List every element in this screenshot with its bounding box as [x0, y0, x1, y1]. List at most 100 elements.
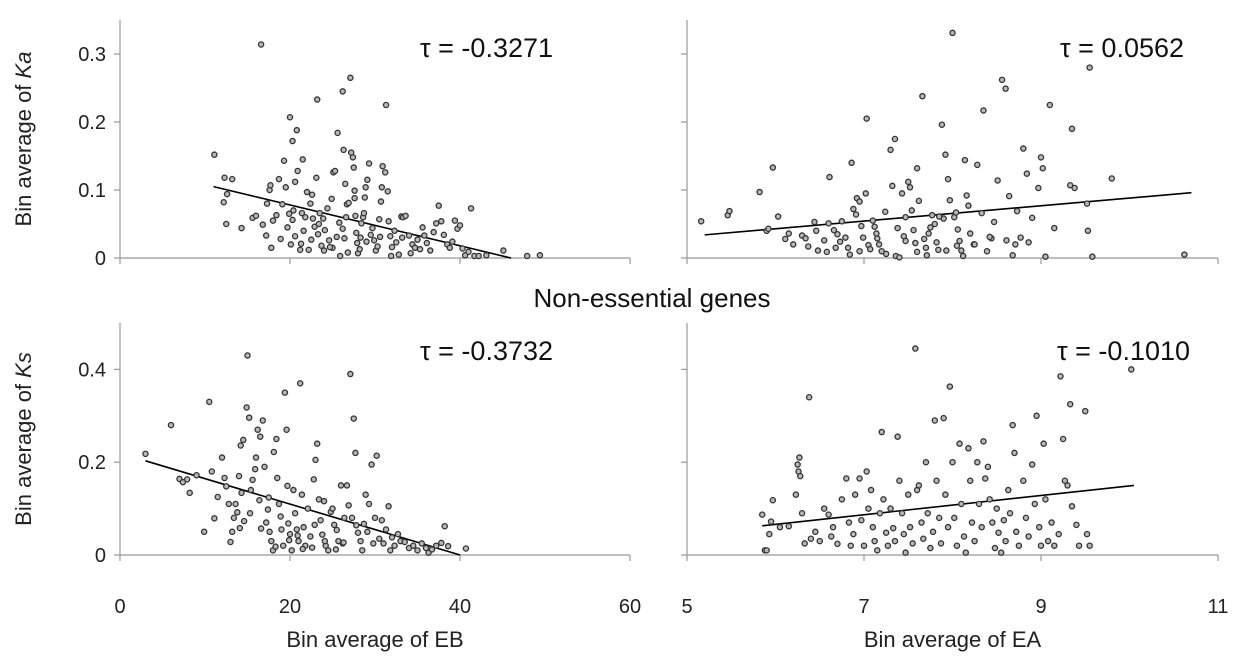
data-point — [438, 218, 445, 225]
data-point — [300, 227, 307, 235]
data-point — [804, 243, 812, 250]
data-point — [1017, 234, 1024, 241]
data-point — [380, 540, 387, 547]
data-point — [354, 529, 362, 536]
data-point — [345, 199, 352, 207]
y-tick-label: 0.1 — [78, 180, 106, 202]
data-point — [218, 454, 226, 461]
data-point — [763, 547, 770, 554]
data-point — [349, 154, 357, 161]
data-point — [405, 232, 413, 239]
data-point — [252, 454, 260, 461]
data-point — [834, 540, 841, 548]
data-point — [451, 217, 459, 224]
y-axis-title-variable: Ks — [11, 352, 36, 378]
data-point — [933, 239, 940, 246]
data-point — [369, 224, 376, 232]
data-point — [273, 435, 280, 443]
data-point — [894, 433, 901, 440]
data-point — [374, 243, 381, 250]
data-point — [269, 217, 277, 224]
data-point — [336, 219, 343, 226]
data-point — [860, 542, 868, 549]
data-point — [1083, 200, 1091, 207]
data-point — [836, 238, 844, 245]
data-point — [444, 542, 452, 550]
data-point — [918, 519, 925, 526]
data-point — [357, 234, 364, 241]
data-point — [432, 220, 440, 227]
data-point — [342, 213, 350, 221]
data-point — [906, 184, 914, 191]
data-point — [981, 475, 989, 482]
data-point — [421, 232, 428, 239]
data-point — [913, 164, 921, 172]
data-point — [997, 549, 1005, 556]
data-point — [1039, 164, 1047, 172]
data-point — [801, 540, 808, 547]
data-point — [820, 237, 828, 244]
data-point — [767, 518, 775, 525]
data-point — [881, 208, 889, 216]
data-point — [339, 225, 346, 233]
data-point — [923, 252, 931, 259]
data-point — [254, 426, 261, 433]
data-point — [422, 544, 430, 552]
data-point — [769, 164, 777, 171]
data-point — [483, 252, 490, 259]
y-tick-label: 0.3 — [78, 44, 106, 66]
data-point — [288, 547, 295, 554]
data-point — [965, 202, 972, 209]
data-point — [971, 537, 978, 545]
data-point — [208, 468, 216, 475]
data-point — [259, 417, 267, 424]
data-point — [983, 247, 991, 255]
data-point — [905, 491, 912, 498]
y-axis-title-text: Bin average of — [11, 378, 36, 526]
data-point — [1003, 237, 1010, 244]
data-point — [333, 526, 340, 534]
data-point — [1066, 181, 1074, 189]
data-point — [896, 254, 903, 261]
data-point — [256, 496, 263, 504]
y-tick-label: 0.4 — [78, 359, 106, 381]
data-point — [272, 543, 279, 550]
data-point — [352, 449, 359, 457]
data-point — [310, 476, 318, 483]
data-point — [200, 528, 208, 536]
data-point — [257, 525, 265, 532]
data-point — [325, 237, 333, 244]
data-point — [371, 514, 379, 522]
data-point — [347, 74, 354, 82]
data-point — [965, 445, 972, 452]
data-point — [387, 547, 394, 554]
data-point — [935, 514, 943, 522]
data-point — [756, 188, 763, 196]
data-point — [330, 521, 338, 529]
data-point — [300, 523, 307, 531]
data-point — [920, 535, 927, 543]
data-point — [329, 505, 336, 512]
data-point — [375, 215, 383, 223]
data-point — [263, 200, 271, 207]
data-point — [234, 509, 241, 516]
data-point — [953, 242, 961, 250]
data-point — [351, 187, 358, 194]
data-point — [388, 534, 396, 541]
data-point — [304, 505, 312, 512]
data-point — [446, 244, 454, 252]
data-point — [978, 523, 985, 531]
data-point — [262, 519, 270, 526]
data-point — [193, 471, 200, 479]
y-axis-title-variable: Ka — [11, 52, 36, 79]
data-point — [894, 224, 901, 232]
x-tick-label: 9 — [1035, 596, 1046, 618]
data-point — [357, 537, 364, 545]
data-point — [820, 505, 828, 512]
data-point — [283, 426, 290, 433]
data-point — [871, 537, 878, 545]
data-point — [326, 243, 334, 251]
data-point — [986, 233, 993, 241]
data-point — [1028, 214, 1036, 222]
data-point — [358, 547, 366, 554]
